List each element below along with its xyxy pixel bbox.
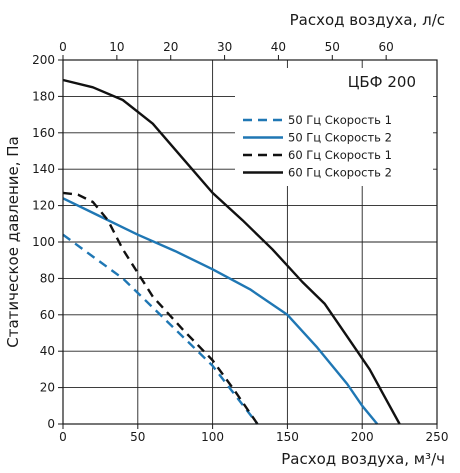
x2-tick-label: 0 — [59, 40, 67, 54]
top-x-axis-title: Расход воздуха, л/с — [290, 11, 445, 29]
series-line — [62, 78, 401, 425]
legend-label: 60 Гц Скорость 2 — [288, 166, 392, 180]
x2-tick-label: 60 — [379, 40, 394, 54]
y-tick-label: 20 — [40, 381, 55, 395]
y-tick-label: 180 — [32, 89, 55, 103]
x2-tick-label: 20 — [163, 40, 178, 54]
y-tick-label: 80 — [40, 271, 55, 285]
series-line — [62, 233, 259, 425]
x2-tick-label: 10 — [109, 40, 124, 54]
chart-title: ЦБФ 200 — [348, 73, 416, 91]
y-tick-label: 140 — [32, 162, 55, 176]
y-tick-label: 100 — [32, 235, 55, 249]
y-tick-label: 120 — [32, 199, 55, 213]
x2-tick-label: 40 — [271, 40, 286, 54]
x-tick-label: 0 — [59, 430, 67, 444]
x-tick-label: 50 — [130, 430, 145, 444]
y-tick-label: 40 — [40, 344, 55, 358]
x2-tick-label: 30 — [217, 40, 232, 54]
series-line — [62, 197, 379, 425]
x2-tick-label: 50 — [325, 40, 340, 54]
y-tick-label: 200 — [32, 53, 55, 67]
y-tick-label: 0 — [47, 417, 55, 431]
series-line — [62, 191, 259, 425]
plot-frame — [62, 59, 438, 425]
bottom-x-axis-title: Расход воздуха, м³/ч — [281, 450, 445, 468]
legend: ЦБФ 200 50 Гц Скорость 1 50 Гц Скорость 2… — [235, 68, 433, 186]
y-tick-label: 60 — [40, 308, 55, 322]
x-tick-label: 250 — [426, 430, 449, 444]
x-tick-label: 150 — [276, 430, 299, 444]
grid-lines — [63, 60, 437, 424]
legend-label: 60 Гц Скорость 1 — [288, 148, 392, 162]
legend-label: 50 Гц Скорость 1 — [288, 113, 392, 127]
x-tick-label: 100 — [201, 430, 224, 444]
legend-box — [235, 68, 433, 186]
x-tick-label: 200 — [351, 430, 374, 444]
y-axis-title: Статическое давление, Па — [4, 136, 22, 347]
series-layer — [62, 78, 401, 425]
legend-label: 50 Гц Скорость 2 — [288, 131, 392, 145]
y-tick-label: 160 — [32, 126, 55, 140]
